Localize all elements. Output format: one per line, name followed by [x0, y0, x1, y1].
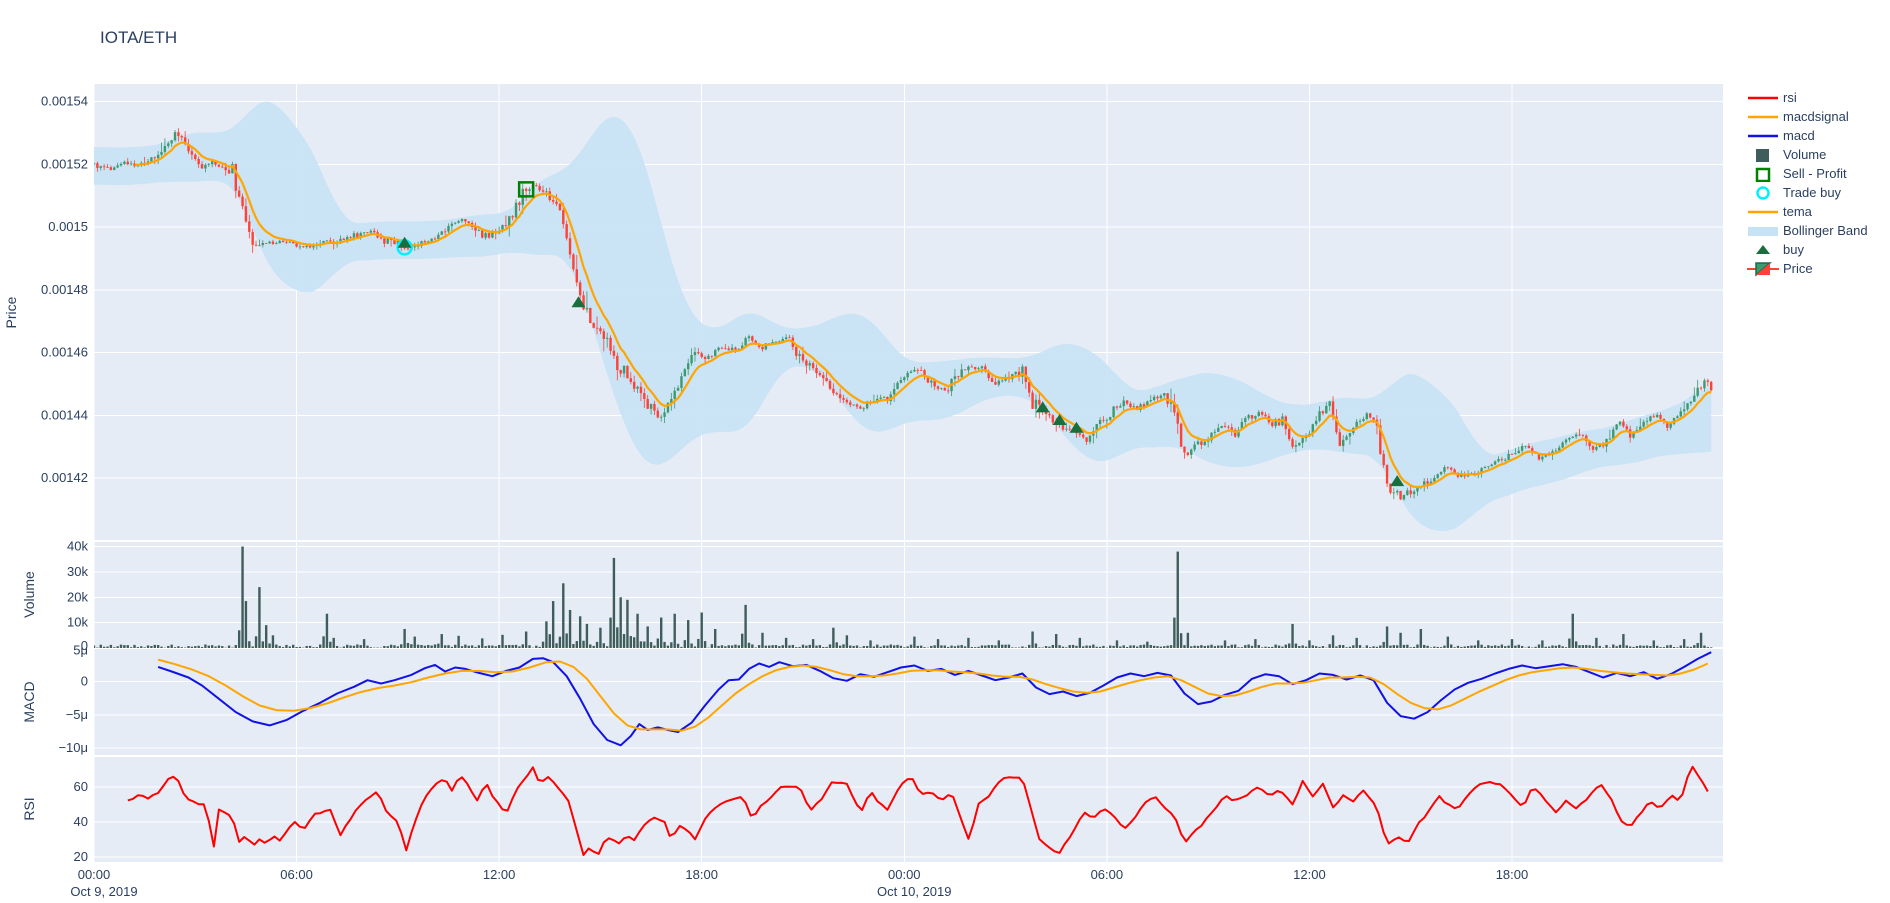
macd-line [1747, 128, 1779, 144]
tema-line [134, 141, 1712, 489]
y-axis-title: RSI [21, 797, 37, 820]
trade-buy-circle [1747, 185, 1779, 201]
legend-item-volume[interactable]: Volume [1747, 145, 1868, 164]
tick-label: 0.00142 [41, 470, 88, 485]
tick-label: 00:00 [78, 867, 111, 882]
buy-marker [1390, 475, 1405, 487]
tick-label: 20 [74, 849, 88, 864]
tick-label: 0.00146 [41, 345, 88, 360]
sell-profit-marker [517, 181, 535, 198]
legend-label: Sell - Profit [1783, 166, 1847, 181]
macdsignal-line [157, 658, 1709, 732]
rsi-line [127, 765, 1709, 856]
tick-label: Oct 10, 2019 [877, 884, 951, 899]
tick-label: 0.00154 [41, 94, 88, 109]
legend-item-bollinger-band[interactable]: Bollinger Band [1747, 221, 1868, 240]
legend-label: buy [1783, 242, 1804, 257]
tick-label: 18:00 [685, 867, 718, 882]
buy-marker [1069, 421, 1084, 433]
tick-label: 06:00 [280, 867, 313, 882]
tick-label: 40 [74, 814, 88, 829]
legend-item-trade-buy[interactable]: Trade buy [1747, 183, 1868, 202]
sell-profit-square [1747, 166, 1779, 182]
tick-label: 0.0015 [48, 219, 88, 234]
tema-line [1747, 204, 1779, 220]
tick-label: 40k [67, 539, 88, 554]
volume-square [1747, 147, 1779, 163]
y-axis-title: Price [3, 296, 19, 328]
tick-label: 5μ [73, 642, 88, 657]
rsi-line [1747, 90, 1779, 106]
macd-pane[interactable] [157, 651, 1712, 747]
buy-marker [1052, 413, 1067, 425]
buy-marker [571, 296, 586, 308]
axis-labels: 0.00154 0.00152 0.0015 0.00148 0.00146 0.0014… [41, 94, 1528, 900]
buy-triangle [1747, 242, 1779, 258]
y-axis-title: MACD [21, 681, 37, 722]
tick-label: 0.00152 [41, 156, 88, 171]
rsi-pane[interactable] [127, 765, 1709, 856]
tick-label: 10k [67, 615, 88, 630]
bollinger-band [94, 101, 1712, 531]
buy-marker [1035, 401, 1050, 413]
tick-label: −5μ [66, 707, 88, 722]
tick-label: Oct 9, 2019 [70, 884, 137, 899]
legend-label: Bollinger Band [1783, 223, 1868, 238]
tick-label: 18:00 [1496, 867, 1529, 882]
legend-item-rsi[interactable]: rsi [1747, 88, 1868, 107]
volume-bars[interactable] [93, 546, 1713, 649]
legend: rsi macdsignal macd Volume Sell - Profit Trad… [1747, 88, 1868, 278]
price-candle [1747, 261, 1779, 277]
legend-label: tema [1783, 204, 1812, 219]
legend-item-macd[interactable]: macd [1747, 126, 1868, 145]
tick-label: 12:00 [1293, 867, 1326, 882]
legend-item-buy[interactable]: buy [1747, 240, 1868, 259]
legend-label: macdsignal [1783, 109, 1849, 124]
tick-label: −10μ [58, 740, 88, 755]
tick-label: 06:00 [1091, 867, 1124, 882]
tick-label: 0.00144 [41, 407, 88, 422]
legend-label: Trade buy [1783, 185, 1842, 200]
tick-label: 30k [67, 564, 88, 579]
legend-label: rsi [1783, 90, 1797, 105]
legend-label: Volume [1783, 147, 1827, 162]
legend-item-price[interactable]: Price [1747, 259, 1868, 278]
tick-label: 12:00 [483, 867, 516, 882]
tick-label: 00:00 [888, 867, 921, 882]
tick-label: 60 [74, 779, 88, 794]
candlestick-series [94, 128, 1713, 501]
bollinger-band [1747, 223, 1779, 239]
tick-label: 0.00148 [41, 282, 88, 297]
legend-item-tema[interactable]: tema [1747, 202, 1868, 221]
chart-title: IOTA/ETH [100, 28, 178, 47]
buy-marker [397, 236, 412, 248]
axis-titles: Price Volume MACD RSI [3, 296, 37, 820]
legend-label: Price [1783, 261, 1813, 276]
macdsignal-line [1747, 109, 1779, 125]
trade-markers [396, 181, 1405, 487]
legend-item-macdsignal[interactable]: macdsignal [1747, 107, 1868, 126]
tick-label: 20k [67, 589, 88, 604]
tick-label: 0 [81, 674, 88, 689]
legend-label: macd [1783, 128, 1815, 143]
macd-line [157, 651, 1712, 747]
tick-label: 0 [81, 638, 88, 653]
y-axis-title: Volume [21, 571, 37, 618]
legend-item-sell-profit[interactable]: Sell - Profit [1747, 164, 1868, 183]
price-pane[interactable] [93, 101, 1713, 531]
